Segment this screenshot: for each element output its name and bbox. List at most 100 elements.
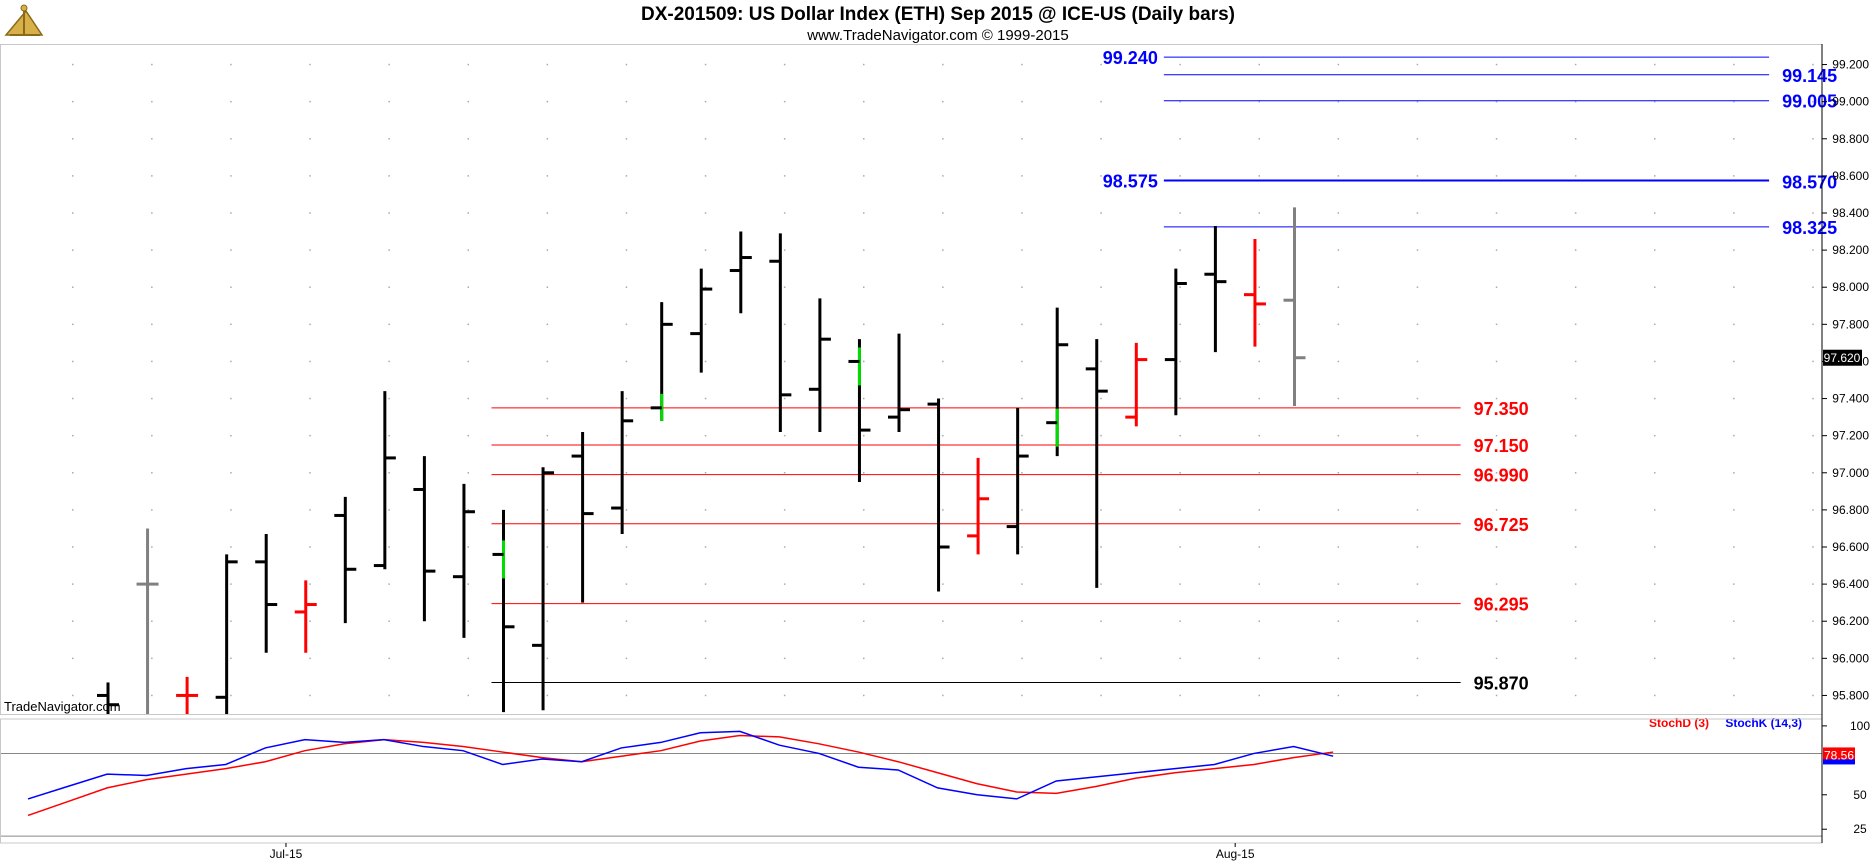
grid-dot xyxy=(546,175,549,177)
grid-dot xyxy=(546,249,549,251)
level-label: 96.295 xyxy=(1474,595,1529,615)
grid-dot xyxy=(388,620,390,622)
grid-dot xyxy=(1021,63,1023,66)
grid-dot xyxy=(783,620,786,622)
grid-dot xyxy=(546,138,549,140)
grid-dot xyxy=(1100,546,1102,548)
grid-dot xyxy=(1416,583,1419,585)
grid-dot xyxy=(546,212,549,214)
grid-dot xyxy=(1258,472,1260,474)
grid-dot xyxy=(546,397,549,400)
grid-dot xyxy=(783,583,786,585)
stoch-tick-label: 100 xyxy=(1850,719,1870,733)
grid-dot xyxy=(1258,583,1260,585)
grid-dot xyxy=(1179,100,1181,103)
grid-dot xyxy=(1416,434,1419,437)
grid-dot xyxy=(1495,175,1498,177)
grid-dot xyxy=(1021,249,1023,251)
grid-dot xyxy=(1179,694,1181,697)
grid-dot xyxy=(1337,620,1340,622)
grid-dot xyxy=(783,657,786,660)
grid-dot xyxy=(1179,212,1181,214)
grid-dot xyxy=(1337,63,1340,66)
level-label: 95.870 xyxy=(1474,673,1529,693)
grid-dot xyxy=(72,657,74,660)
grid-dot xyxy=(1574,546,1577,548)
price-tick-label: 98.200 xyxy=(1832,243,1869,257)
grid-dot xyxy=(1812,212,1814,214)
price-tick-label: 96.600 xyxy=(1832,540,1869,554)
grid-dot xyxy=(1100,434,1102,437)
grid-dot xyxy=(1495,546,1498,548)
grid-dot xyxy=(704,694,707,697)
price-tick-label: 98.000 xyxy=(1832,280,1869,294)
grid-dot xyxy=(1416,249,1419,251)
grid-dot xyxy=(1812,175,1814,177)
grid-dot xyxy=(72,323,74,326)
grid-dot xyxy=(1179,620,1181,622)
grid-dot xyxy=(1654,657,1656,660)
grid-dot xyxy=(1179,434,1181,437)
grid-dot xyxy=(1654,249,1656,251)
grid-dot xyxy=(309,397,311,400)
grid-dot xyxy=(863,63,865,66)
grid-dot xyxy=(546,100,549,103)
grid-dot xyxy=(1574,509,1577,511)
grid-dot xyxy=(625,138,628,140)
grid-dot xyxy=(151,472,153,474)
grid-dot xyxy=(1733,323,1735,326)
grid-dot xyxy=(625,509,628,511)
grid-dot xyxy=(230,138,232,140)
grid-dot xyxy=(1654,583,1656,585)
grid-dot xyxy=(783,249,786,251)
grid-dot xyxy=(942,100,944,103)
grid-dot xyxy=(1495,138,1498,140)
grid-dot xyxy=(625,63,628,66)
grid-dot xyxy=(863,212,865,214)
grid-dot xyxy=(72,175,74,177)
grid-dot xyxy=(1179,472,1181,474)
grid-dot xyxy=(1495,397,1498,400)
grid-dot xyxy=(1179,175,1181,177)
grid-dot xyxy=(1733,546,1735,548)
stoch-tick-label: 50 xyxy=(1853,788,1867,802)
grid-dot xyxy=(1574,620,1577,622)
grid-dot xyxy=(625,694,628,697)
grid-dot xyxy=(1021,509,1023,511)
grid-dot xyxy=(863,434,865,437)
grid-dot xyxy=(151,620,153,622)
grid-dot xyxy=(1021,397,1023,400)
grid-dot xyxy=(1100,138,1102,140)
grid-dot xyxy=(151,212,153,214)
grid-dot xyxy=(230,657,232,660)
grid-dot xyxy=(1021,472,1023,474)
grid-dot xyxy=(151,546,153,548)
grid-dot xyxy=(704,249,707,251)
grid-dot xyxy=(783,286,786,288)
grid-dot xyxy=(1495,286,1498,288)
grid-dot xyxy=(1416,397,1419,400)
grid-dot xyxy=(388,212,390,214)
grid-dot xyxy=(783,175,786,177)
grid-dot xyxy=(942,509,944,511)
grid-dot xyxy=(863,509,865,511)
grid-dot xyxy=(1574,657,1577,660)
grid-dot xyxy=(1654,138,1656,140)
last-price-tag xyxy=(1823,349,1862,366)
stoch-tick-label: 25 xyxy=(1853,822,1867,836)
grid-dot xyxy=(1574,472,1577,474)
price-tick-label: 97.000 xyxy=(1832,466,1869,480)
price-tick-label: 97.800 xyxy=(1832,317,1869,331)
grid-dot xyxy=(1654,63,1656,66)
grid-dot xyxy=(1495,472,1498,474)
grid-dot xyxy=(704,472,707,474)
grid-dot xyxy=(467,397,469,400)
grid-dot xyxy=(942,138,944,140)
grid-dot xyxy=(467,323,469,326)
grid-dot xyxy=(546,360,549,363)
grid-dot xyxy=(625,286,628,288)
grid-dot xyxy=(1100,249,1102,251)
grid-dot xyxy=(1100,360,1102,363)
grid-dot xyxy=(467,249,469,251)
grid-dot xyxy=(1100,694,1102,697)
